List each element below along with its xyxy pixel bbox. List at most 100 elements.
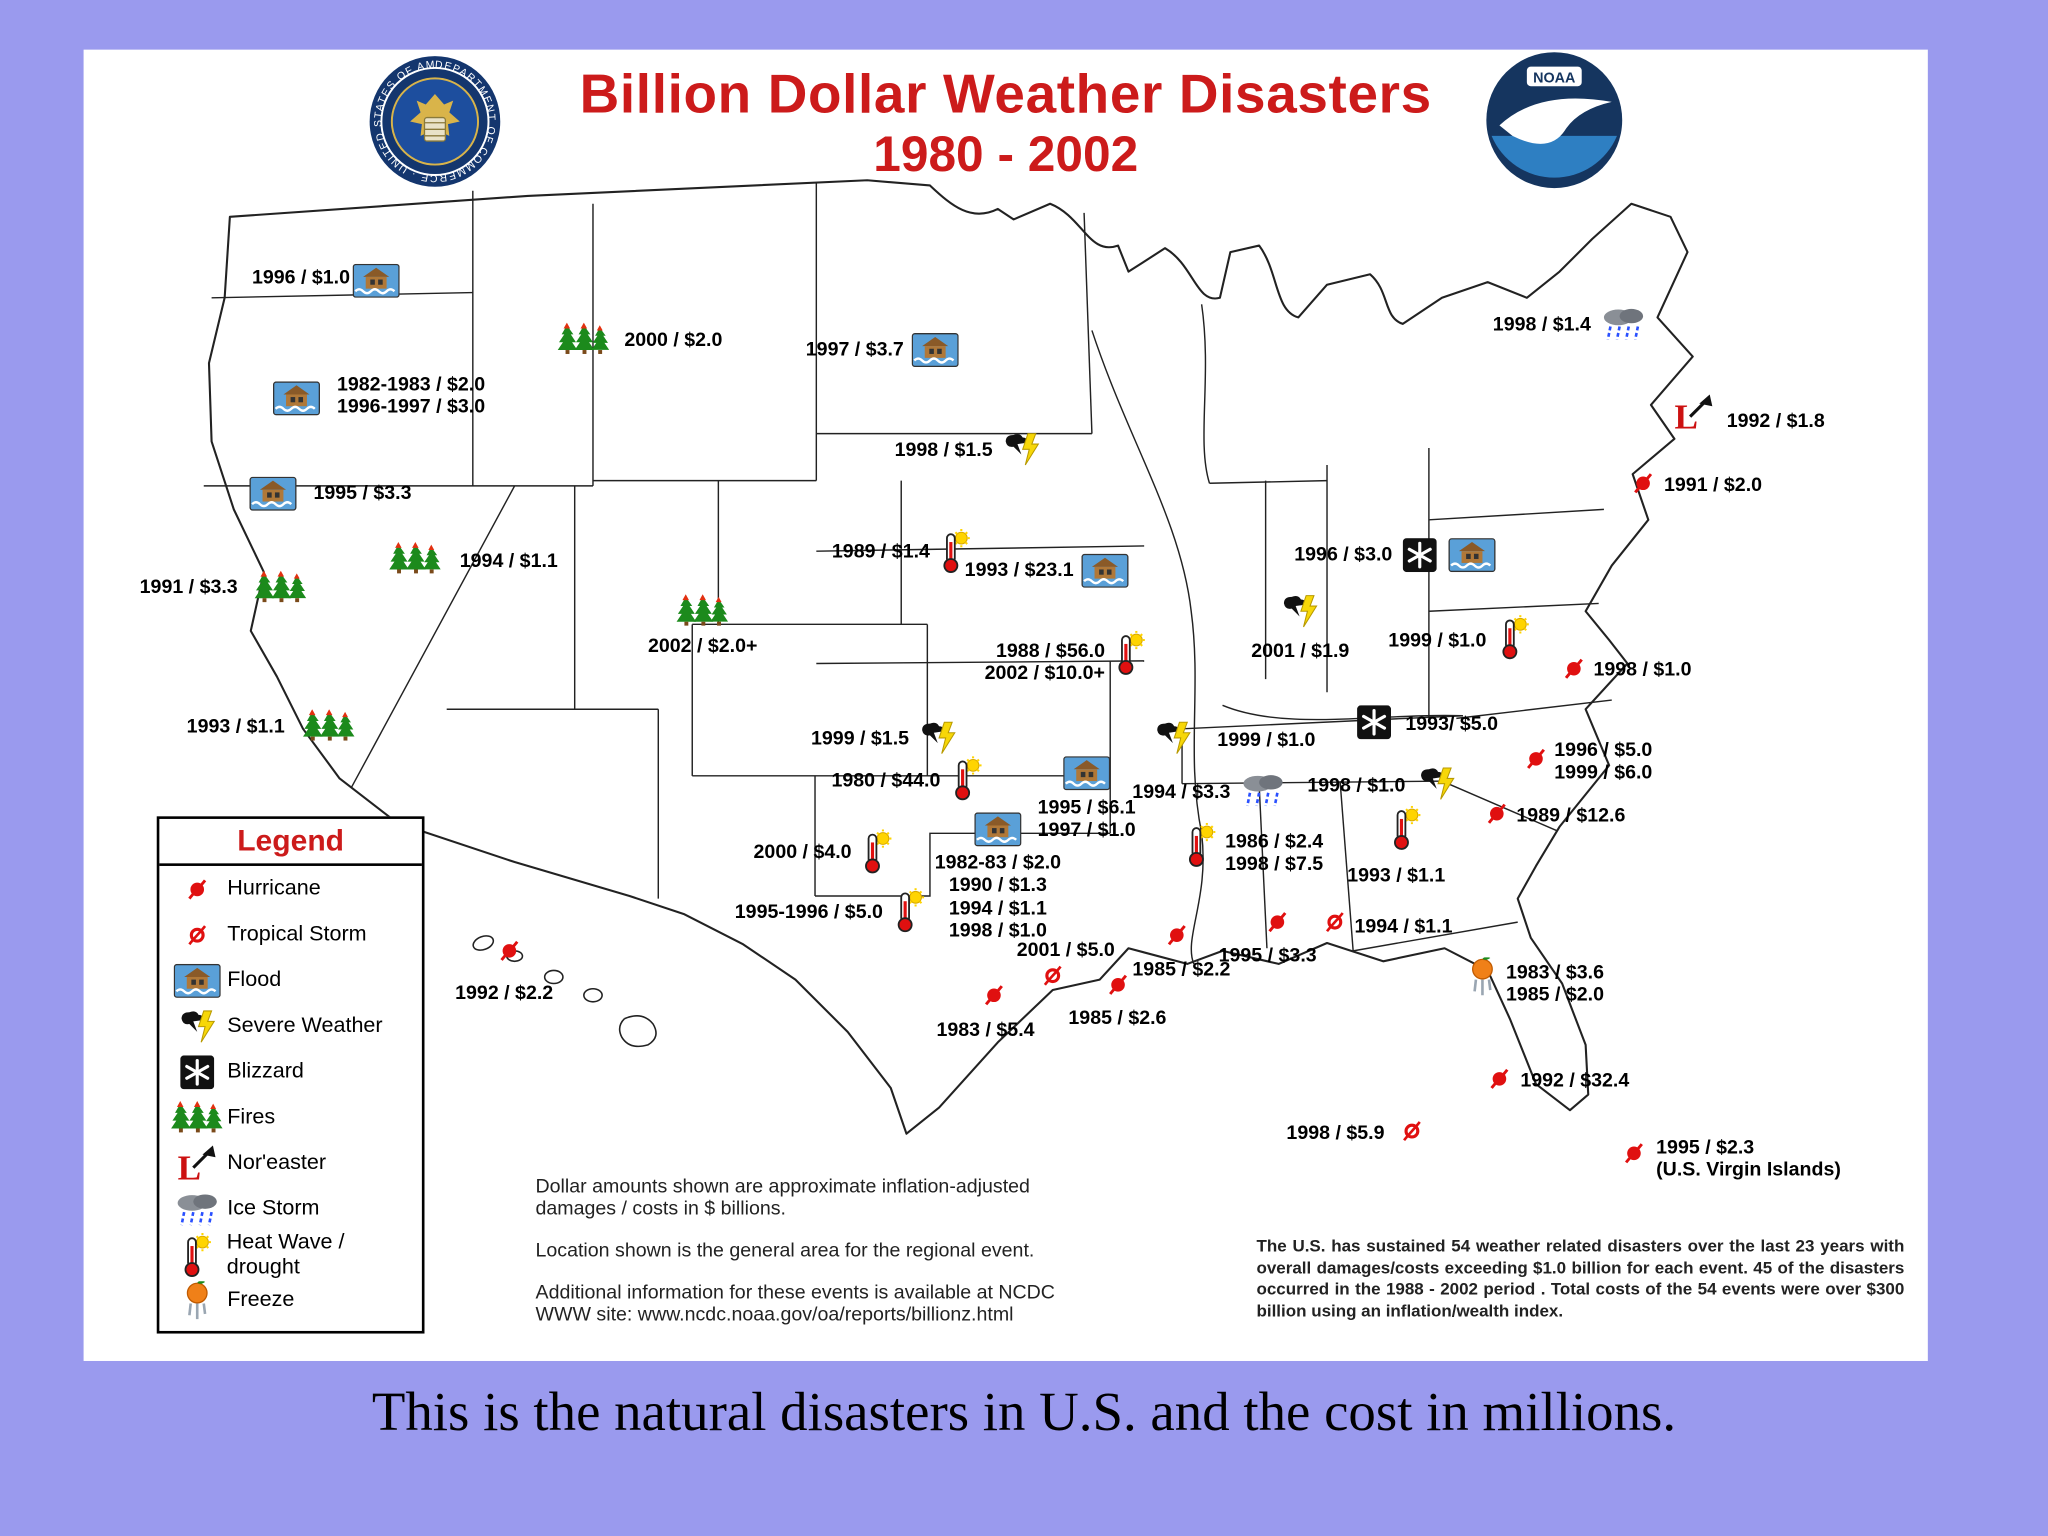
- fires-icon: [253, 570, 308, 605]
- hurricane-icon: [167, 876, 227, 902]
- marker-label: 2000 / $2.0: [624, 329, 723, 352]
- marker-label: 1995 / $3.3: [1218, 944, 1317, 967]
- marker-label: 1995 / $6.1 1997 / $1.0: [1037, 796, 1136, 842]
- marker-label: 1996 / $5.0 1999 / $6.0: [1554, 739, 1653, 784]
- legend-item-tropical: Tropical Storm: [159, 912, 422, 958]
- legend-item-label: Blizzard: [227, 1059, 304, 1083]
- marker-label: 1992 / $1.8: [1726, 410, 1825, 433]
- heat-wave-icon: [1499, 615, 1530, 660]
- hurricane-icon: [981, 982, 1007, 1008]
- hurricane-icon: [1621, 1140, 1647, 1166]
- marker-label: 1998 / $1.0: [1307, 774, 1406, 797]
- freeze-icon: [167, 1280, 227, 1320]
- severe-weather-icon: [918, 720, 957, 757]
- freeze-icon: [1468, 956, 1497, 996]
- hurricane-icon: [1105, 972, 1131, 998]
- marker-label: 1988 / $56.0 2002 / $10.0+: [984, 639, 1105, 685]
- legend-item-label: Nor'easter: [227, 1150, 327, 1175]
- flood-icon: [352, 263, 400, 298]
- map-notes: Dollar amounts shown are approximate inf…: [536, 1176, 1163, 1346]
- legend: Legend Hurricane Tropical Storm Flood Sever…: [156, 816, 425, 1334]
- marker-label: 1999 / $1.5: [810, 727, 910, 750]
- caption: This is the natural disasters in U.S. an…: [371, 1383, 1677, 1444]
- heat-wave-icon: [952, 756, 983, 801]
- noreaster-icon: L: [1672, 393, 1716, 436]
- hawaii-islands: [472, 935, 657, 1048]
- marker-label: 2001 / $1.9: [1251, 639, 1350, 663]
- legend-item-blizzard: Blizzard: [159, 1049, 422, 1095]
- marker-label: 1993/ $5.0: [1405, 713, 1498, 736]
- legend-item-label: Flood: [227, 967, 282, 992]
- svg-text:L: L: [1674, 397, 1698, 432]
- flood-icon: [974, 812, 1022, 847]
- marker-label: 2002 / $2.0+: [647, 634, 758, 657]
- severe-weather-icon: [1153, 720, 1192, 757]
- heat-wave-icon: [862, 829, 893, 874]
- legend-item-fires: Fires: [159, 1095, 422, 1141]
- severe-weather-icon: [1280, 593, 1319, 630]
- ice-storm-icon: [1240, 772, 1287, 809]
- legend-item-flood: Flood: [159, 957, 422, 1003]
- marker-label: 1980 / $44.0: [831, 769, 941, 792]
- commerce-seal-icon: DEPARTMENT OF COMMERCE · UNITED STATES O…: [364, 47, 501, 188]
- legend-item-label: Ice Storm: [227, 1196, 320, 1220]
- marker-label: 1995-1996 / $5.0: [734, 901, 883, 924]
- marker-label: 1993 / $1.1: [1347, 864, 1446, 887]
- note-dollar-amounts: Dollar amounts shown are approximate inf…: [535, 1175, 1030, 1220]
- legend-title: Legend: [159, 819, 422, 866]
- tropical-storm-icon: [1399, 1118, 1425, 1144]
- hurricane-icon: [1523, 746, 1549, 772]
- marker-label: 1983 / $3.6 1985 / $2.0: [1505, 961, 1605, 1007]
- ice-storm-icon: [1600, 306, 1647, 343]
- marker-label: 1994 / $1.1: [459, 549, 558, 573]
- marker-label: 1996 / $1.0: [251, 266, 351, 289]
- marker-label: 1995 / $2.3 (U.S. Virgin Islands): [1656, 1136, 1841, 1182]
- marker-label: 1986 / $2.4 1998 / $7.5: [1225, 830, 1324, 876]
- legend-item-freeze: Freeze: [159, 1277, 422, 1323]
- flood-icon: [167, 963, 227, 998]
- fires-icon: [675, 594, 730, 628]
- marker-label: 1998 / $1.5: [894, 438, 993, 462]
- marker-label: 1995 / $3.3: [313, 481, 412, 505]
- noreaster-icon: L: [167, 1144, 227, 1183]
- blizzard-icon: [167, 1054, 227, 1089]
- note-location: Location shown is the general area for t…: [535, 1239, 1035, 1262]
- legend-item-label: Severe Weather: [227, 1013, 383, 1038]
- marker-label: 1991 / $3.3: [139, 575, 238, 599]
- flood-icon: [911, 333, 959, 368]
- legend-item-label: Freeze: [227, 1287, 295, 1312]
- marker-label: 1994 / $1.1: [1354, 915, 1453, 938]
- marker-label: 1998 / $5.9: [1286, 1121, 1385, 1145]
- marker-label: 1993 / $23.1: [964, 559, 1074, 582]
- hurricane-icon: [1486, 1066, 1512, 1092]
- hurricane-icon: [496, 938, 522, 964]
- legend-item-ice: Ice Storm: [159, 1186, 422, 1232]
- marker-label: 1994 / $3.3: [1132, 781, 1231, 804]
- marker-label: 1985 / $2.2: [1132, 958, 1231, 981]
- legend-item-label: Heat Wave / drought: [226, 1229, 345, 1279]
- marker-label: 1989 / $12.6: [1516, 804, 1626, 827]
- marker-label: 1999 / $1.0: [1388, 629, 1487, 652]
- heat-wave-icon: [1115, 630, 1146, 675]
- blizzard-icon: [1357, 705, 1392, 740]
- tropical-storm-icon: [1322, 909, 1348, 935]
- flood-icon: [1081, 553, 1129, 588]
- marker-label: 1998 / $1.0: [1593, 658, 1692, 681]
- marker-label: 2000 / $4.0: [753, 841, 852, 864]
- fires-icon: [556, 322, 611, 357]
- title-line1: Billion Dollar Weather Disasters: [579, 62, 1432, 125]
- severe-weather-icon: [1417, 765, 1456, 802]
- flood-icon: [1063, 756, 1111, 791]
- flood-icon: [249, 476, 297, 511]
- marker-label: 1985 / $2.6: [1068, 1007, 1167, 1030]
- legend-item-label: Hurricane: [227, 876, 321, 900]
- flood-icon: [1448, 538, 1496, 573]
- marker-label: 1982-83 / $2.0 1990 / $1.3 1994 / $1.1 1…: [934, 851, 1062, 942]
- us-map: [203, 179, 1694, 1135]
- marker-label: 1991 / $2.0: [1663, 474, 1763, 497]
- heat-wave-icon: [1391, 805, 1422, 850]
- legend-item-label: Tropical Storm: [227, 922, 367, 946]
- heat-wave-icon: [1186, 822, 1217, 867]
- marker-label: 1996 / $3.0: [1294, 543, 1393, 566]
- severe-weather-icon: [1002, 431, 1041, 468]
